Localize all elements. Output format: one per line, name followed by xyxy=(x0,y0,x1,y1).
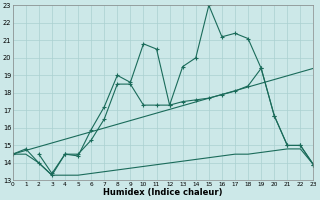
X-axis label: Humidex (Indice chaleur): Humidex (Indice chaleur) xyxy=(103,188,223,197)
